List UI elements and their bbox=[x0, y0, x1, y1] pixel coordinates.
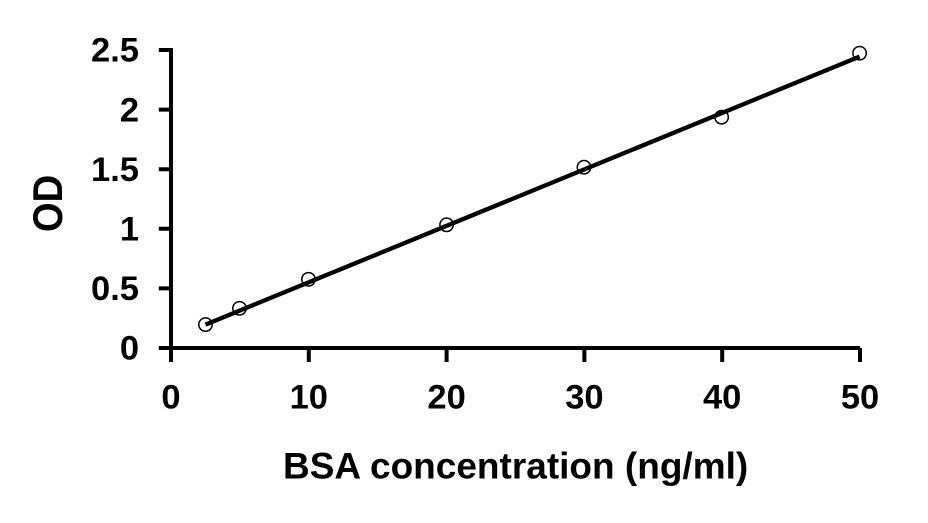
svg-text:30: 30 bbox=[565, 378, 603, 416]
svg-text:2.5: 2.5 bbox=[91, 32, 139, 70]
svg-text:0: 0 bbox=[161, 378, 180, 416]
svg-text:0.5: 0.5 bbox=[91, 270, 139, 308]
svg-text:10: 10 bbox=[290, 378, 328, 416]
svg-text:40: 40 bbox=[703, 378, 741, 416]
svg-text:BSA concentration (ng/ml): BSA concentration (ng/ml) bbox=[283, 446, 748, 487]
svg-text:2: 2 bbox=[120, 91, 139, 129]
svg-text:1.5: 1.5 bbox=[91, 151, 139, 189]
svg-text:1: 1 bbox=[120, 211, 139, 249]
svg-text:OD: OD bbox=[25, 175, 71, 232]
svg-text:50: 50 bbox=[841, 378, 879, 416]
svg-text:0: 0 bbox=[120, 330, 139, 368]
svg-text:20: 20 bbox=[427, 378, 465, 416]
